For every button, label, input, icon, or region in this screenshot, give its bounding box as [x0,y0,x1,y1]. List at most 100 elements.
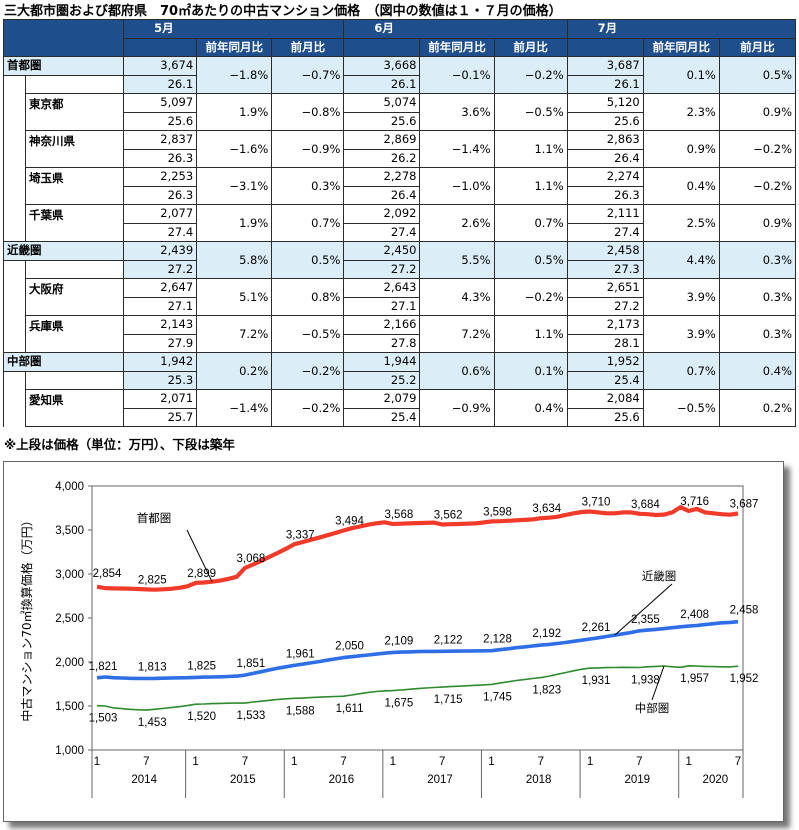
data-label: 2,050 [335,641,364,653]
x-month-label: 1 [291,756,297,768]
age-cell: 27.1 [123,296,198,316]
price-cell: 2,647 [123,278,198,298]
pref-indent [2,315,27,353]
price-cell: 2,450 [343,241,421,261]
month-blank-header [343,37,421,57]
mom-cell: 1.1% [493,167,568,205]
mom-cell: −0.5% [493,93,568,131]
price-cell: 2,253 [123,167,198,187]
data-label: 1,813 [138,661,167,673]
price-cell: 2,084 [566,389,644,409]
price-cell: 2,869 [343,130,421,150]
region-spacer [2,74,27,94]
prefecture-name: 埼玉県 [25,167,125,205]
age-cell: 27.2 [343,259,421,279]
mom-cell: 0.9% [718,204,797,242]
price-cell: 2,651 [566,278,644,298]
age-cell: 26.3 [123,185,198,205]
mom-cell: −0.5% [271,315,345,353]
data-label: 1,675 [384,698,413,710]
prefecture-name: 千葉県 [25,204,125,242]
pref-indent [2,130,27,168]
data-label: 3,598 [483,506,512,518]
data-label: 1,851 [237,658,266,670]
x-month-label: 1 [94,756,100,768]
age-cell: 28.1 [566,333,644,353]
price-cell: 5,074 [343,93,421,113]
table-row-age: 25.6 25.6 25.6 [4,111,796,131]
age-cell: 25.6 [343,111,421,131]
table-row-age: 27.9 27.8 28.1 [4,333,796,353]
age-cell: 26.1 [123,74,198,94]
month-header: 7月 [566,19,797,39]
data-label: 2,192 [532,628,561,640]
mom-cell: 0.3% [718,278,797,316]
data-label: 2,825 [138,574,167,586]
data-label: 3,568 [384,509,413,521]
yoy-cell: 3.6% [419,93,495,131]
mom-cell: 0.5% [493,241,568,279]
price-cell: 2,863 [566,130,644,150]
age-cell: 25.6 [566,407,644,427]
pref-indent [2,167,27,205]
region-spacer [2,259,27,279]
table-row-age: 27.2 27.2 27.3 [2,259,796,279]
mom-cell: 0.7% [493,204,568,242]
yoy-cell: −1.6% [196,130,273,168]
x-year-label: 2019 [624,774,650,786]
region-name: 近畿圏 [2,241,125,261]
line-chart-svg: 1,000 1,500 2,000 2,500 3,000 3,500 4,000 中古マンシ… [19,481,758,798]
yoy-cell: 2.6% [419,204,495,242]
age-cell: 26.4 [566,148,644,168]
page-title: 三大都市圏および都府県 70㎡あたりの中古マンション価格 （図中の数値は１・７月… [4,4,562,19]
data-label: 1,957 [680,673,709,685]
series-leader-line [186,529,213,582]
series-line-kinki [96,619,739,681]
data-label: 1,961 [286,648,315,660]
age-cell: 26.1 [566,74,644,94]
pref-indent [2,93,27,131]
age-cell: 27.3 [566,259,644,279]
y-tick-label: 1,000 [55,745,84,757]
data-label: 3,562 [434,510,463,522]
table-row-age: 25.7 25.4 25.6 [4,407,796,427]
price-cell: 2,643 [343,278,421,298]
mom-cell: −0.2% [271,389,345,427]
price-chart: 1,000 1,500 2,000 2,500 3,000 3,500 4,000 中古マンシ… [3,461,784,822]
x-month-label: 1 [587,756,593,768]
series-name-label: 首都圏 [137,511,172,525]
table-row: 中部圏 1,942 0.2% −0.2% 1,944 0.6% 0.1% 1,952 0.7% 0… [2,352,797,390]
age-cell: 25.4 [566,370,644,390]
mom-cell: 0.3% [718,241,797,279]
data-label: 2,128 [483,634,512,646]
data-label: 1,715 [434,694,463,706]
data-label: 1,533 [237,710,266,722]
age-cell: 26.1 [343,74,421,94]
data-label: 1,823 [532,685,561,697]
price-cell: 3,674 [123,56,198,76]
data-label: 1,611 [336,703,364,715]
table-row-age: 27.1 27.1 27.2 [4,296,796,316]
region-spacer [2,370,27,390]
age-cell: 25.4 [343,407,421,427]
mom-cell: −0.2% [271,352,345,390]
price-cell: 1,952 [566,352,644,372]
x-year-label: 2017 [427,774,453,786]
price-cell: 2,278 [343,167,421,187]
mom-cell: 0.8% [271,278,345,316]
series-line-chubu [96,665,739,711]
month-header: 6月 [343,19,568,39]
data-label: 2,899 [187,568,216,580]
age-cell: 26.4 [343,185,421,205]
yoy-cell: −1.0% [419,167,495,205]
y-tick-label: 3,500 [55,525,84,537]
table-row: 兵庫県 2,143 7.2% −0.5% 2,166 7.2% 1.1% 2,173 3.9% 0… [2,315,797,353]
mom-cell: 0.3% [271,167,345,205]
price-cell: 2,143 [123,315,198,335]
prefecture-name: 東京都 [25,93,125,131]
yoy-cell: −0.5% [642,389,720,427]
x-month-label: 7 [735,756,741,768]
x-month-label: 1 [390,756,396,768]
x-month-label: 7 [439,756,445,768]
x-year-label: 2016 [329,774,355,786]
